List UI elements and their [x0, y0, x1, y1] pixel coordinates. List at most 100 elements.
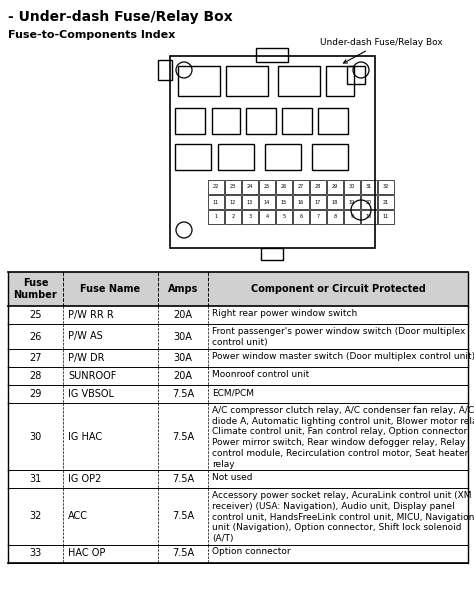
- Text: 29: 29: [29, 389, 42, 399]
- Bar: [8, 349, 468, 367]
- Text: 31: 31: [29, 474, 42, 484]
- Text: 13: 13: [247, 200, 253, 205]
- Text: P/W AS: P/W AS: [68, 331, 103, 341]
- Text: 9: 9: [350, 215, 354, 219]
- Text: 14: 14: [264, 200, 270, 205]
- Text: 2: 2: [231, 215, 235, 219]
- Bar: [282, 108, 312, 134]
- Bar: [259, 210, 275, 224]
- Text: Power window master switch (Door multiplex control unit): Power window master switch (Door multipl…: [212, 352, 474, 361]
- Bar: [8, 324, 468, 349]
- Text: 30: 30: [349, 185, 355, 190]
- Bar: [293, 210, 309, 224]
- Bar: [361, 180, 377, 194]
- Bar: [344, 210, 360, 224]
- Text: 28: 28: [315, 185, 321, 190]
- Text: 30A: 30A: [173, 353, 192, 363]
- Text: Fuse
Number: Fuse Number: [14, 278, 57, 300]
- Text: 30A: 30A: [173, 331, 192, 341]
- Bar: [310, 210, 326, 224]
- Text: 20A: 20A: [173, 310, 192, 320]
- Bar: [212, 108, 240, 134]
- Text: 1: 1: [214, 215, 218, 219]
- Bar: [218, 144, 254, 170]
- Bar: [378, 210, 394, 224]
- Bar: [178, 66, 220, 96]
- Bar: [226, 66, 268, 96]
- Text: IG HAC: IG HAC: [68, 432, 102, 441]
- Text: 17: 17: [315, 200, 321, 205]
- Bar: [175, 144, 211, 170]
- Bar: [361, 195, 377, 209]
- Text: 12: 12: [230, 200, 236, 205]
- Text: 32: 32: [29, 511, 42, 521]
- Bar: [276, 180, 292, 194]
- Text: 30: 30: [29, 432, 42, 441]
- Bar: [8, 367, 468, 385]
- Bar: [8, 385, 468, 403]
- Bar: [318, 108, 348, 134]
- Text: Component or Circuit Protected: Component or Circuit Protected: [251, 284, 426, 294]
- Text: 25: 25: [29, 310, 42, 320]
- Text: Fuse Name: Fuse Name: [81, 284, 141, 294]
- Bar: [378, 180, 394, 194]
- Text: Front passenger's power window switch (Door multiplex
control unit): Front passenger's power window switch (D…: [212, 327, 465, 347]
- Text: Fuse-to-Components Index: Fuse-to-Components Index: [8, 30, 175, 40]
- Bar: [8, 272, 468, 306]
- Bar: [259, 195, 275, 209]
- Text: 4: 4: [265, 215, 269, 219]
- Text: Not used: Not used: [212, 473, 253, 482]
- Text: Under-dash Fuse/Relay Box: Under-dash Fuse/Relay Box: [320, 38, 443, 63]
- Text: 33: 33: [29, 548, 42, 559]
- Text: Amps: Amps: [168, 284, 198, 294]
- Text: 5: 5: [283, 215, 285, 219]
- Text: A/C compressor clutch relay, A/C condenser fan relay, A/C
diode A, Automatic lig: A/C compressor clutch relay, A/C condens…: [212, 406, 474, 469]
- Text: 27: 27: [298, 185, 304, 190]
- Text: 8: 8: [333, 215, 337, 219]
- Bar: [312, 144, 348, 170]
- Text: 18: 18: [332, 200, 338, 205]
- Text: Accessory power socket relay, AcuraLink control unit (XM
receiver) (USA: Navigat: Accessory power socket relay, AcuraLink …: [212, 491, 474, 543]
- Bar: [208, 180, 224, 194]
- Text: 26: 26: [29, 331, 42, 341]
- Text: 24: 24: [247, 185, 253, 190]
- Bar: [344, 180, 360, 194]
- Bar: [8, 306, 468, 324]
- Text: 3: 3: [248, 215, 252, 219]
- Text: IG VBSOL: IG VBSOL: [68, 389, 114, 399]
- Text: 7.5A: 7.5A: [172, 432, 194, 441]
- Text: 19: 19: [349, 200, 355, 205]
- Bar: [378, 195, 394, 209]
- Text: 11: 11: [383, 215, 389, 219]
- Bar: [327, 195, 343, 209]
- Text: 6: 6: [300, 215, 302, 219]
- Text: 29: 29: [332, 185, 338, 190]
- Bar: [327, 180, 343, 194]
- Bar: [310, 195, 326, 209]
- Text: Right rear power window switch: Right rear power window switch: [212, 309, 357, 318]
- Bar: [8, 488, 468, 545]
- Text: 7.5A: 7.5A: [172, 474, 194, 484]
- Bar: [327, 210, 343, 224]
- Bar: [256, 48, 289, 62]
- Text: ECM/PCM: ECM/PCM: [212, 388, 254, 397]
- Bar: [246, 108, 276, 134]
- Text: Option connector: Option connector: [212, 548, 291, 557]
- Bar: [262, 248, 283, 260]
- Bar: [175, 108, 205, 134]
- Bar: [242, 180, 258, 194]
- Text: ACC: ACC: [68, 511, 88, 521]
- Text: 15: 15: [281, 200, 287, 205]
- Text: 7.5A: 7.5A: [172, 548, 194, 559]
- Text: SUNROOF: SUNROOF: [68, 371, 117, 381]
- Text: P/W RR R: P/W RR R: [68, 310, 114, 320]
- Text: 31: 31: [366, 185, 372, 190]
- Text: 11: 11: [213, 200, 219, 205]
- Bar: [259, 180, 275, 194]
- Text: IG OP2: IG OP2: [68, 474, 101, 484]
- Bar: [276, 210, 292, 224]
- Text: 10: 10: [366, 215, 372, 219]
- Bar: [225, 210, 241, 224]
- Text: 27: 27: [29, 353, 42, 363]
- Bar: [278, 66, 320, 96]
